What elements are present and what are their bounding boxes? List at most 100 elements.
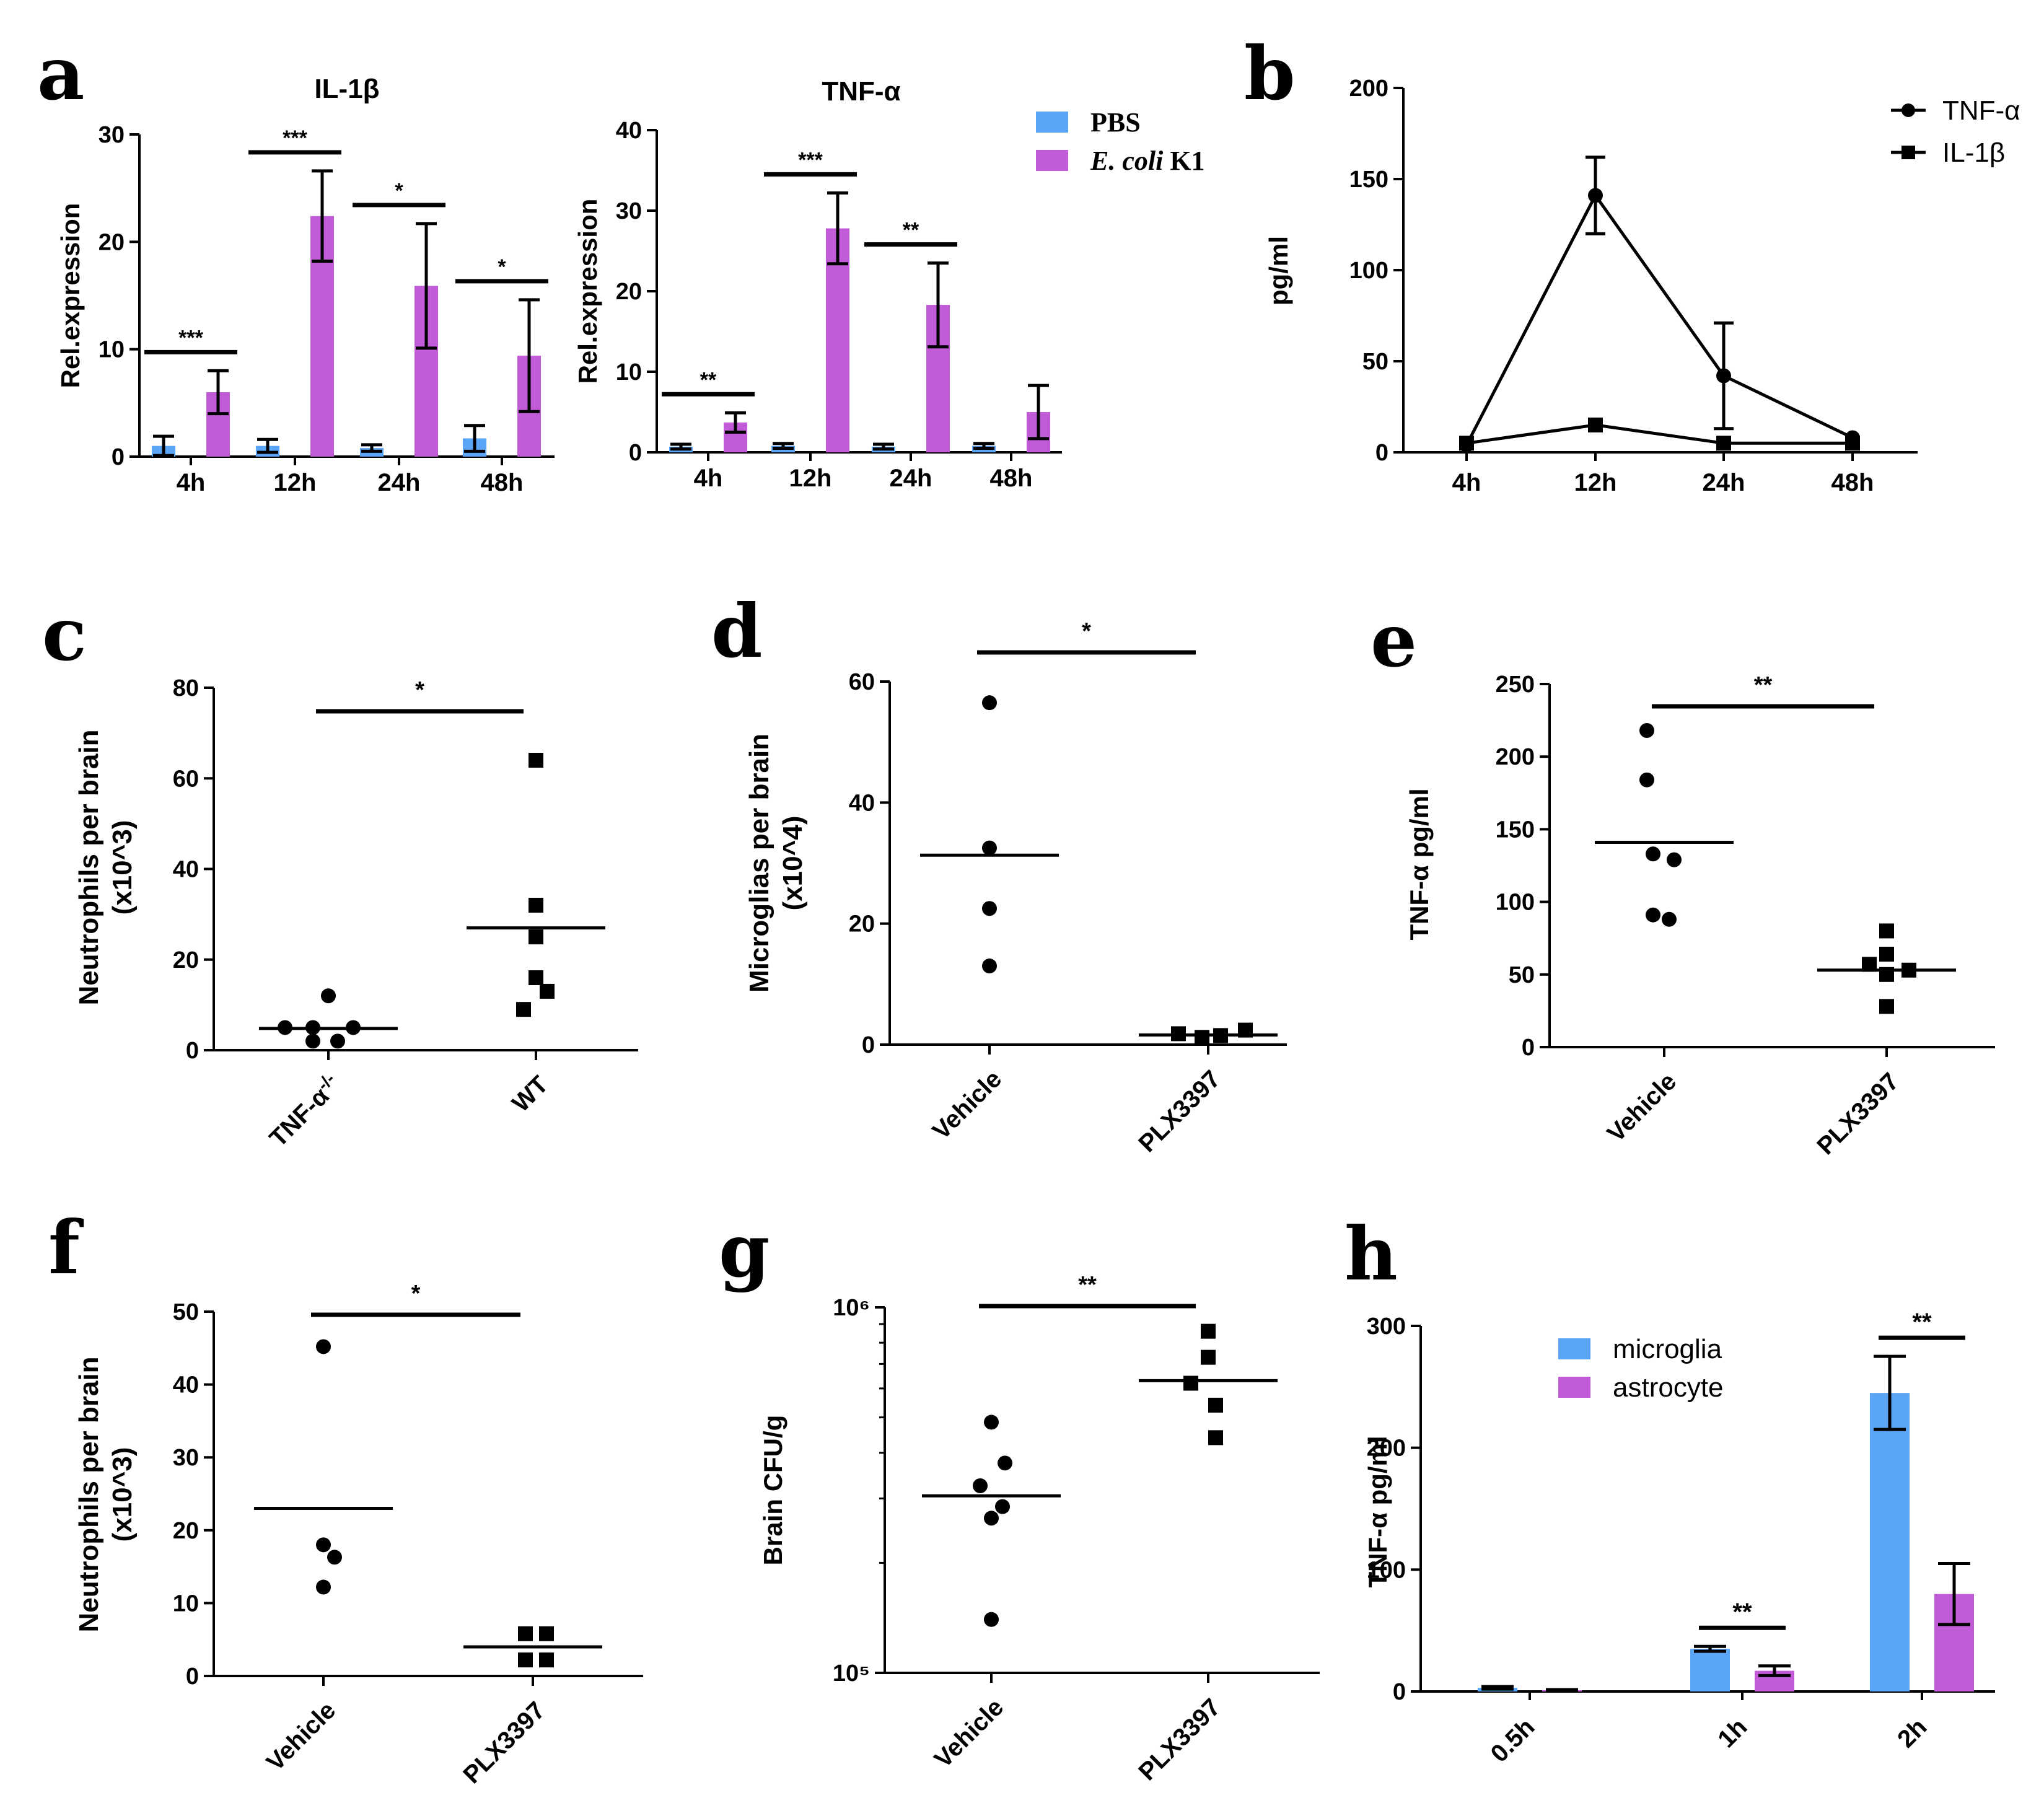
legend: TNF-α IL-1β xyxy=(1891,95,2020,168)
y-tick-label: 200 xyxy=(1349,76,1388,102)
x-tick-label-group: WT xyxy=(507,1071,553,1117)
x-tick-label: 24h xyxy=(378,469,421,496)
y-axis-title-line1: Neutrophils per brain xyxy=(74,730,104,1006)
x-tick-label: Vehicle xyxy=(261,1696,341,1776)
y-axis-title-line2: (x10^3) xyxy=(107,1447,138,1542)
y-tick-label: 30 xyxy=(616,198,642,224)
y-tick-label: 20 xyxy=(849,911,875,937)
y-axis-title: Neutrophils per brain (x10^3) xyxy=(74,730,138,1006)
y-axis-title-text: TNF-α pg/ml xyxy=(1363,1436,1392,1587)
data-point-square xyxy=(529,753,543,768)
data-point-square xyxy=(1201,1323,1216,1339)
data-point-circle xyxy=(316,1579,331,1595)
data-point-circle xyxy=(327,1550,342,1565)
data-point-circle xyxy=(316,1537,331,1553)
data-point-circle xyxy=(1716,368,1731,384)
legend-swatch xyxy=(1558,1338,1590,1359)
chart-c: c 0 20 40 60 80 Neutrophils per brain (x10^3) TN… xyxy=(42,591,638,1152)
x-tick-label-group: PLX3397 xyxy=(458,1696,550,1789)
x-tick-label: 12h xyxy=(789,465,832,492)
y-tick-label: 40 xyxy=(173,1372,199,1398)
chart-d: d 0 20 40 60 Microglias per brain (x10^4) Vehic… xyxy=(711,588,1287,1157)
data-point-square xyxy=(1208,1430,1223,1445)
data-point-square xyxy=(1879,999,1894,1014)
legend-label: IL-1β xyxy=(1942,138,2005,168)
data-point-circle xyxy=(995,1499,1010,1514)
data-point-circle xyxy=(316,1339,331,1354)
y-axis-title-text: Brain CFU/g xyxy=(758,1415,787,1566)
data-point-square xyxy=(539,1626,554,1641)
data-point-circle xyxy=(1588,188,1603,203)
bar-microglia xyxy=(1870,1393,1910,1691)
data-point-circle xyxy=(305,1033,320,1049)
data-point-circle xyxy=(321,988,336,1004)
series-tnf xyxy=(1459,156,1860,453)
x-tick-label: Vehicle xyxy=(929,1693,1009,1773)
y-axis-title-line2: (x10^3) xyxy=(107,820,138,915)
x-tick-label-group: Vehicle xyxy=(261,1696,341,1776)
y-tick-label: 250 xyxy=(1496,672,1535,698)
x-tick-label: PLX3397 xyxy=(1133,1693,1226,1786)
data-point-square xyxy=(1201,1349,1216,1365)
x-tick-label: Vehicle xyxy=(1602,1068,1682,1147)
data-point-square xyxy=(1183,1375,1198,1391)
y-tick-label: 10 xyxy=(616,359,642,385)
data-point-square xyxy=(1208,1397,1223,1413)
panel-letter: f xyxy=(48,1204,84,1291)
x-tick-label-group: 1h xyxy=(1713,1713,1752,1753)
x-tick-label: PLX3397 xyxy=(1812,1068,1904,1160)
y-tick-label: 60 xyxy=(849,669,875,695)
data-point-circle xyxy=(998,1455,1012,1471)
data-point-circle xyxy=(982,959,997,974)
significance-label: * xyxy=(415,677,424,703)
legend-label: E. coli K1 xyxy=(1090,146,1205,176)
y-tick-label: 150 xyxy=(1349,167,1388,193)
x-tick-label: 48h xyxy=(990,465,1033,492)
y-axis-title: Microglias per brain (x10^4) xyxy=(744,734,808,993)
y-axis-title: Brain CFU/g xyxy=(758,1415,787,1566)
bar-e-coli-k1 xyxy=(826,228,849,452)
y-tick-label: 0 xyxy=(629,440,642,466)
y-axis-title: pg/ml xyxy=(1264,236,1293,305)
x-tick-label: Vehicle xyxy=(928,1065,1007,1145)
data-point-square xyxy=(529,970,543,985)
x-tick-label: WT xyxy=(507,1071,553,1117)
significance-label: * xyxy=(498,255,506,279)
legend-marker-square xyxy=(1901,146,1915,159)
significance-label: ** xyxy=(1732,1599,1752,1626)
x-tick-label-group: Vehicle xyxy=(928,1065,1007,1145)
series-line xyxy=(1466,423,1853,445)
y-tick-label: 30 xyxy=(99,122,125,148)
chart-title: TNF-α xyxy=(822,76,900,107)
significance-label: * xyxy=(395,179,403,203)
panel-letter: h xyxy=(1344,1211,1398,1297)
chart-e: e 0 50 100 150 200 250 TNF-α pg/ml Vehicle PLX339… xyxy=(1371,597,1995,1160)
chart-title: IL-1β xyxy=(314,74,379,104)
series-line xyxy=(1465,192,1854,446)
legend-label: astrocyte xyxy=(1613,1372,1724,1403)
y-tick-label: 0 xyxy=(1375,440,1388,466)
x-tick-label-group: PLX3397 xyxy=(1812,1068,1904,1160)
chart-a1: a IL-1β 0 10 20 30 Rel.expression 4h *** 12h *** 24… xyxy=(37,30,555,496)
data-point-square xyxy=(518,1652,533,1668)
y-tick-label: 0 xyxy=(862,1032,875,1058)
legend-label: microglia xyxy=(1613,1334,1722,1364)
y-tick-label: 200 xyxy=(1496,744,1535,770)
significance-label: * xyxy=(1082,618,1091,644)
y-tick-label: 10 xyxy=(99,337,125,363)
significance-label: ** xyxy=(1912,1309,1932,1336)
y-tick-label: 10⁶ xyxy=(833,1295,870,1321)
panel-letter: g xyxy=(719,1208,770,1294)
panel-letter: b xyxy=(1244,30,1296,116)
y-tick-label: 0 xyxy=(186,1038,199,1064)
y-tick-label: 0 xyxy=(112,444,125,470)
y-axis-title-line1: Neutrophils per brain xyxy=(74,1357,104,1633)
chart-g: g 10⁵ 10⁶ Brain CFU/g Vehicle PLX3397 ** xyxy=(719,1208,1320,1786)
y-tick-label: 50 xyxy=(1362,349,1388,375)
chart-f: f 0 10 20 30 40 50 Neutrophils per brain (x10^3)… xyxy=(48,1204,643,1789)
data-point-square xyxy=(1716,436,1731,451)
x-tick-label: 48h xyxy=(1831,469,1874,496)
y-axis-title-line1: Microglias per brain xyxy=(744,734,774,993)
y-tick-label: 200 xyxy=(1367,1436,1406,1462)
